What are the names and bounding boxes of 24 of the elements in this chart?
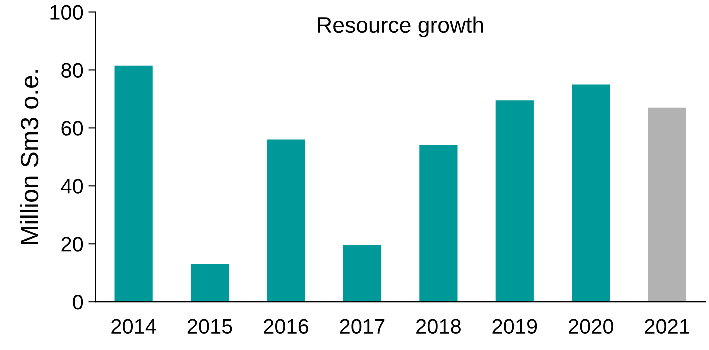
y-tick-label: 80 bbox=[62, 63, 84, 78]
bar bbox=[343, 246, 382, 302]
bar bbox=[190, 264, 230, 302]
y-tick-label: 0 bbox=[73, 295, 84, 310]
bar bbox=[648, 108, 686, 302]
x-tick-label: 2020 bbox=[569, 319, 614, 334]
y-tick-label: 100 bbox=[50, 5, 84, 20]
bar bbox=[267, 140, 306, 302]
bar bbox=[114, 66, 153, 302]
y-tick-label: 60 bbox=[62, 121, 84, 136]
y-tick-label: 40 bbox=[61, 179, 84, 194]
x-tick-label: 2014 bbox=[112, 319, 156, 334]
x-tick-label: 2015 bbox=[188, 319, 232, 334]
bar bbox=[496, 100, 534, 302]
x-tick-label: 2018 bbox=[416, 319, 461, 334]
x-tick-label: 2016 bbox=[264, 319, 309, 334]
bar bbox=[572, 84, 610, 302]
bar bbox=[420, 146, 458, 302]
x-tick-label: 2019 bbox=[492, 319, 538, 334]
y-tick-label: 20 bbox=[62, 237, 84, 252]
x-tick-label: 2017 bbox=[340, 319, 385, 334]
y-axis-title: Million Sm3 o.e. bbox=[20, 70, 39, 244]
chart-title: Resource growth bbox=[318, 16, 484, 38]
x-tick-label: 2021 bbox=[645, 319, 690, 334]
